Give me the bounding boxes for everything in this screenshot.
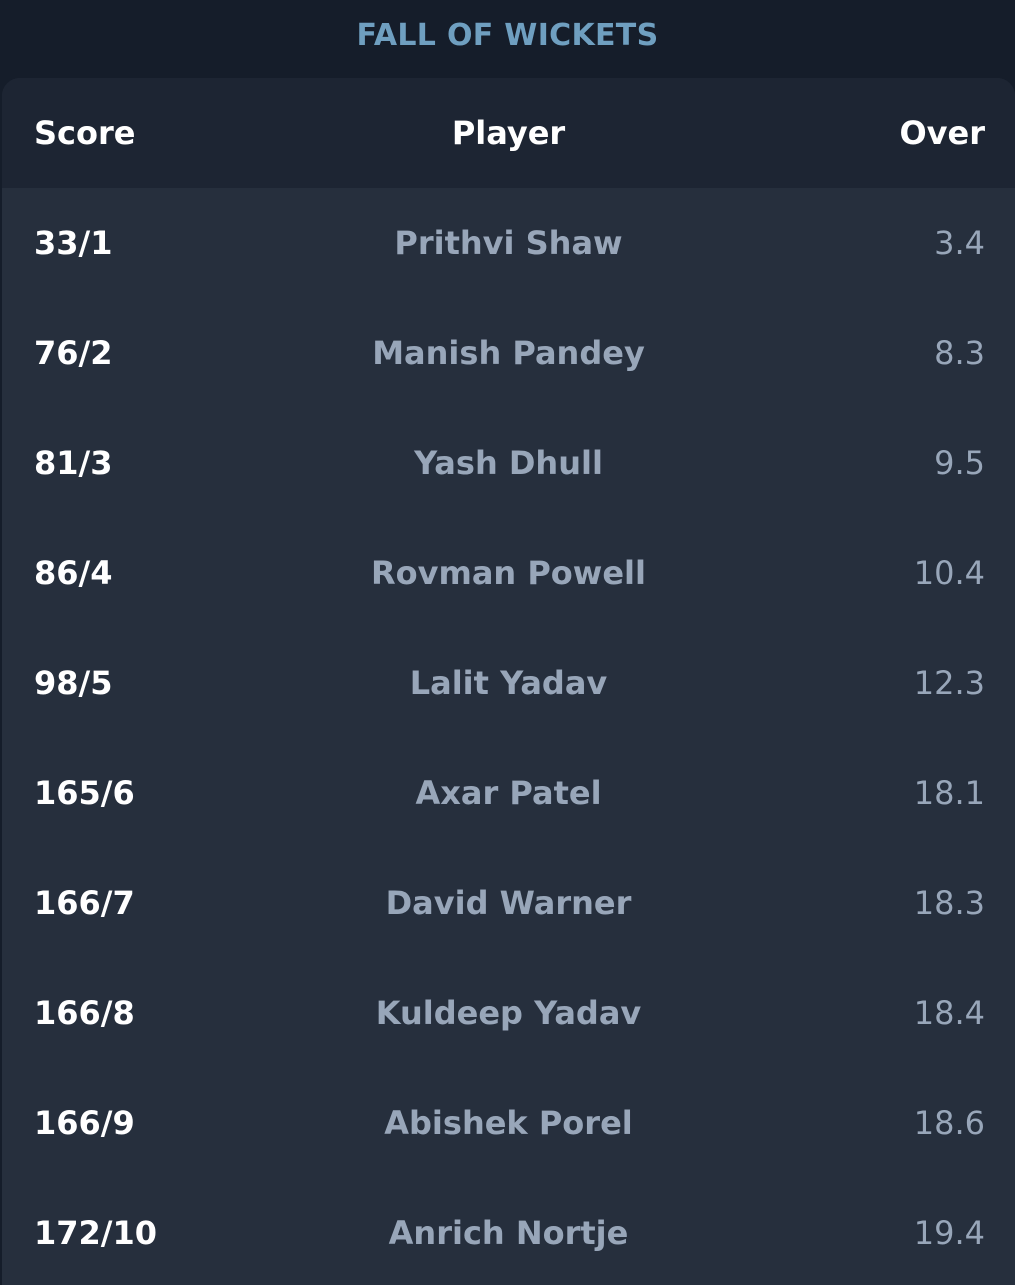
section-title: FALL OF WICKETS — [356, 18, 659, 53]
table-row: 166/9 Abishek Porel 18.6 — [2, 1068, 1015, 1178]
over-cell: 18.3 — [913, 884, 985, 922]
player-cell[interactable]: Anrich Nortje — [388, 1214, 629, 1252]
over-cell: 12.3 — [913, 664, 985, 702]
table-row: 165/6 Axar Patel 18.1 — [2, 738, 1015, 848]
table-row: 98/5 Lalit Yadav 12.3 — [2, 628, 1015, 738]
player-cell[interactable]: Lalit Yadav — [409, 664, 608, 702]
header-score: Score — [34, 114, 136, 152]
over-cell: 18.4 — [913, 994, 985, 1032]
table-header-row: Score Player Over — [2, 78, 1015, 188]
table-row: 166/8 Kuldeep Yadav 18.4 — [2, 958, 1015, 1068]
score-cell: 76/2 — [34, 334, 113, 372]
table-row: 86/4 Rovman Powell 10.4 — [2, 518, 1015, 628]
player-cell[interactable]: Rovman Powell — [371, 554, 646, 592]
player-cell[interactable]: Kuldeep Yadav — [375, 994, 642, 1032]
header-over: Over — [899, 114, 985, 152]
fall-of-wickets-table: Score Player Over 33/1 Prithvi Shaw 3.4 … — [2, 78, 1015, 1285]
header-player: Player — [451, 114, 566, 152]
over-cell: 8.3 — [934, 334, 985, 372]
score-cell: 81/3 — [34, 444, 113, 482]
score-cell: 166/8 — [34, 994, 135, 1032]
player-cell[interactable]: David Warner — [385, 884, 632, 922]
table-row: 81/3 Yash Dhull 9.5 — [2, 408, 1015, 518]
table-row: 172/10 Anrich Nortje 19.4 — [2, 1178, 1015, 1285]
player-cell[interactable]: Axar Patel — [415, 774, 602, 812]
over-cell: 10.4 — [913, 554, 985, 592]
player-cell[interactable]: Manish Pandey — [372, 334, 645, 372]
over-cell: 18.6 — [913, 1104, 985, 1142]
over-cell: 18.1 — [913, 774, 985, 812]
table-row: 33/1 Prithvi Shaw 3.4 — [2, 188, 1015, 298]
score-cell: 166/9 — [34, 1104, 135, 1142]
player-cell[interactable]: Yash Dhull — [414, 444, 603, 482]
table-row: 76/2 Manish Pandey 8.3 — [2, 298, 1015, 408]
player-cell[interactable]: Prithvi Shaw — [394, 224, 623, 262]
over-cell: 19.4 — [913, 1214, 985, 1252]
player-cell[interactable]: Abishek Porel — [384, 1104, 633, 1142]
score-cell: 33/1 — [34, 224, 113, 262]
score-cell: 165/6 — [34, 774, 135, 812]
score-cell: 172/10 — [34, 1214, 158, 1252]
score-cell: 98/5 — [34, 664, 113, 702]
score-cell: 166/7 — [34, 884, 135, 922]
score-cell: 86/4 — [34, 554, 113, 592]
over-cell: 3.4 — [934, 224, 985, 262]
over-cell: 9.5 — [934, 444, 985, 482]
table-row: 166/7 David Warner 18.3 — [2, 848, 1015, 958]
